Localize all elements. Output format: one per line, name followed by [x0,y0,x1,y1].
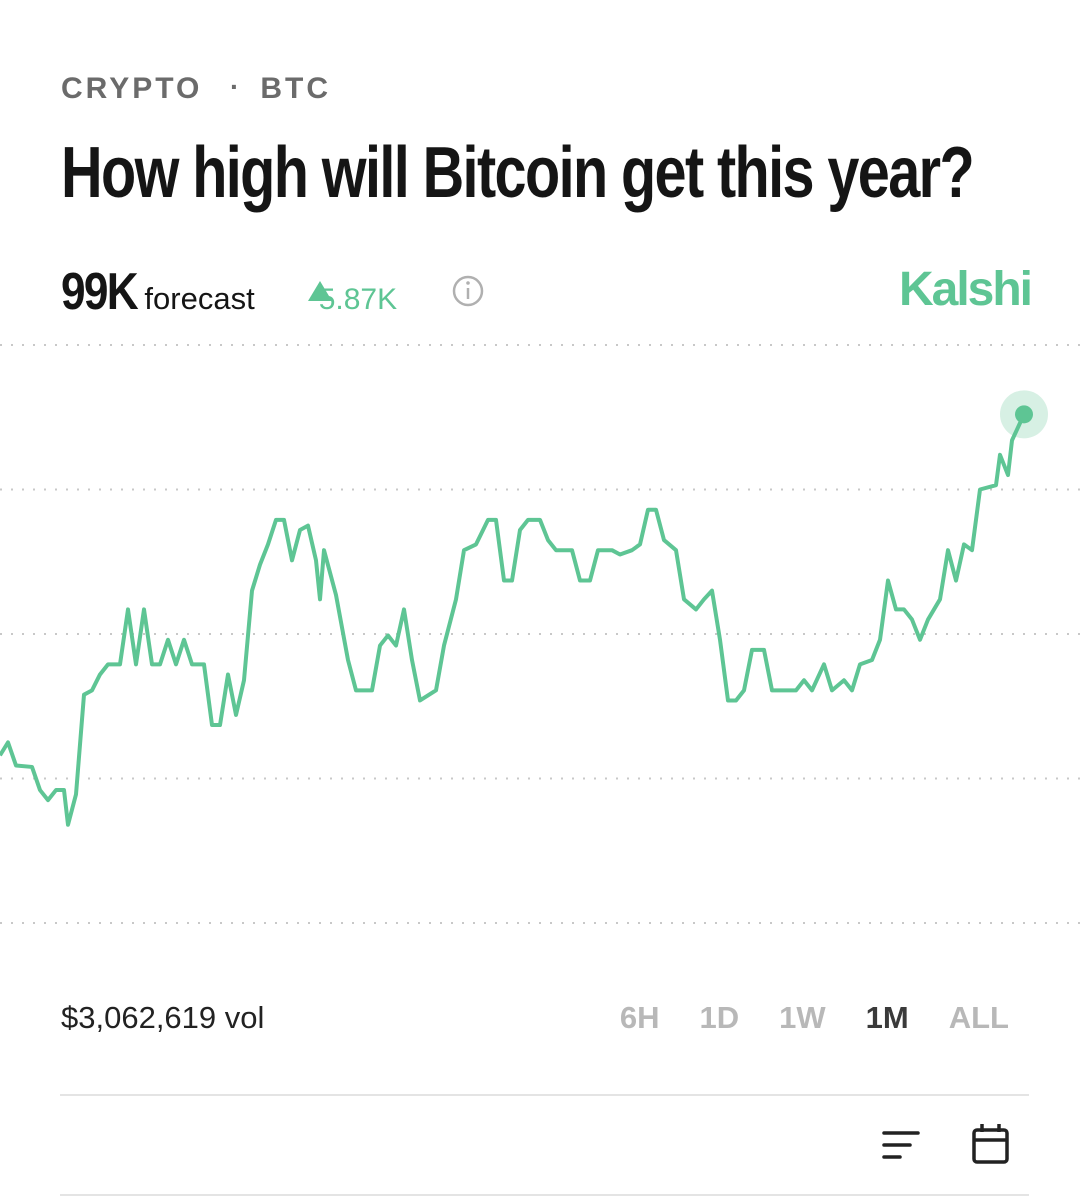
info-icon[interactable] [452,275,484,307]
forecast-change: 5.87K [318,283,398,316]
sort-icon[interactable] [882,1131,920,1159]
forecast-value: 99K [61,263,139,321]
brand: Kalshi [898,263,1033,316]
price-line [0,413,1026,827]
forecast: 99K forecast 5.87K [61,262,397,322]
up-arrow [308,281,332,301]
range-tabs: 6H 1D 1W 1M ALL [580,1000,1009,1036]
volume: $3,062,619 vol [61,1000,265,1035]
separator: · [230,71,239,102]
category-label: CRYPTO [61,72,203,105]
range-tab[interactable]: 1D [699,1000,740,1035]
range-tab[interactable]: 1M [865,1000,909,1035]
last-point [1015,405,1033,424]
calendar-icon[interactable] [972,1124,1009,1164]
range-tab[interactable]: 1W [779,1000,826,1035]
range-tab[interactable]: 6H [619,1000,660,1035]
forecast-label: forecast [144,281,255,316]
category: CRYPTO BTC [61,72,331,106]
title: How high will Bitcoin get this year? [61,133,975,213]
range-tab[interactable]: ALL [948,1000,1009,1035]
subcategory-label: BTC [260,72,332,105]
